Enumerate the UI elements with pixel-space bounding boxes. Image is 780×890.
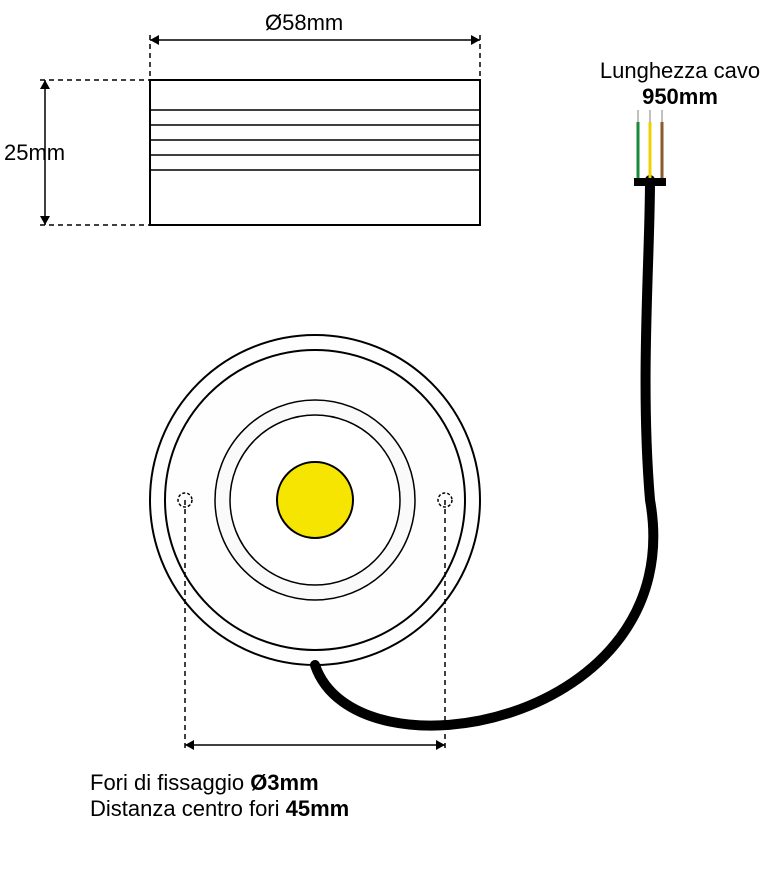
height-label: 25mm [0,140,110,166]
height-text: 25mm [4,140,65,165]
cable-label-line2: 950mm [575,84,780,110]
holes-line1-prefix: Fori di fissaggio [90,770,250,795]
holes-line2-prefix: Distanza centro fori [90,796,286,821]
diameter-label: Ø58mm [265,10,343,36]
diagram-stage [0,0,780,890]
holes-line2-value: 45mm [286,796,350,821]
diagram-svg [0,0,780,890]
diameter-text: Ø58mm [265,10,343,35]
holes-label: Fori di fissaggio Ø3mm Distanza centro f… [90,770,349,822]
holes-line2: Distanza centro fori 45mm [90,796,349,822]
cable-label: Lunghezza cavo 950mm [575,58,780,110]
holes-line1-value: Ø3mm [250,770,318,795]
cable-label-line1: Lunghezza cavo [575,58,780,84]
holes-line1: Fori di fissaggio Ø3mm [90,770,349,796]
